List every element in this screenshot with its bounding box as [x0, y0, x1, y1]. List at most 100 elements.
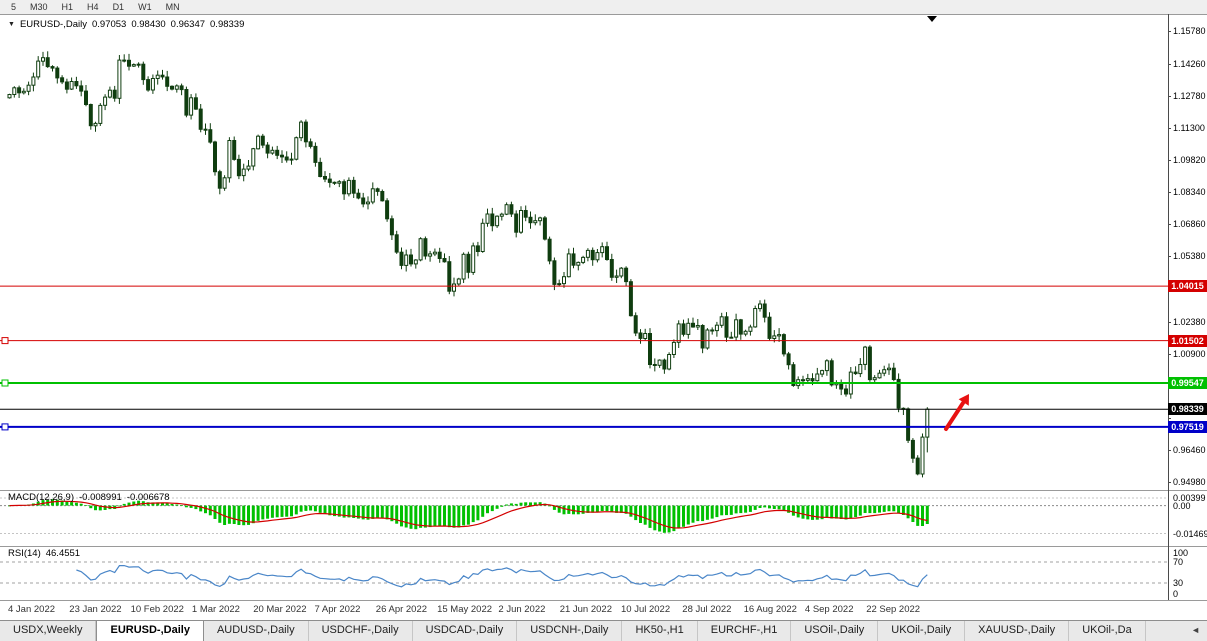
date-label: 10 Feb 2022	[130, 604, 184, 615]
date-label: 4 Sep 2022	[804, 604, 854, 615]
date-label: 28 Jul 2022	[682, 604, 732, 615]
price-axis-label: 1.06860	[1173, 219, 1206, 229]
price-badge-resistance-upper: 1.04015	[1168, 280, 1207, 292]
axis-tick	[1168, 96, 1171, 97]
tab-ukoil-da[interactable]: UKOil-,Da	[1069, 621, 1146, 641]
date-label: 21 Jun 2022	[559, 604, 612, 615]
price-axis-label: 1.09820	[1173, 155, 1206, 165]
timeframe-button-w1[interactable]: W1	[138, 2, 152, 12]
rsi-name: RSI(14)	[8, 548, 41, 559]
tab-audusd-daily[interactable]: AUDUSD-,Daily	[203, 621, 309, 641]
trend-arrow-annotation[interactable]	[944, 394, 969, 431]
macd-value-main: -0.008991	[79, 492, 122, 503]
axis-tick	[1168, 64, 1171, 65]
price-axis-label: 1.02380	[1173, 317, 1206, 327]
axis-tick	[1168, 128, 1171, 129]
panel-separator	[0, 600, 1207, 601]
ohlc-low: 0.96347	[170, 19, 206, 30]
ohlc-open: 0.97053	[91, 19, 127, 30]
tab-usdcad-daily[interactable]: USDCAD-,Daily	[412, 621, 518, 641]
rsi-axis-label: 70	[1173, 557, 1184, 567]
panel-separator[interactable]	[0, 546, 1207, 547]
axis-tick	[1168, 31, 1171, 32]
price-badge-support-blue: 0.97519	[1168, 421, 1207, 433]
price-axis-label: 1.08340	[1173, 187, 1206, 197]
date-label: 4 Jan 2022	[8, 604, 56, 615]
panel-separator[interactable]	[0, 490, 1207, 491]
date-label: 1 Mar 2022	[191, 604, 240, 615]
line-handle-support-blue[interactable]	[1, 423, 9, 431]
ohlc-high: 0.98430	[131, 19, 166, 30]
timeframe-button-d1[interactable]: D1	[112, 2, 125, 12]
tab-usdcnh-daily[interactable]: USDCNH-,Daily	[517, 621, 623, 641]
date-label: 26 Apr 2022	[375, 604, 428, 615]
tab-usdx-weekly[interactable]: USDX,Weekly	[0, 621, 97, 641]
ohlc-close: 0.98339	[210, 19, 245, 30]
axis-tick	[1168, 322, 1171, 323]
rsi-axis-label: 100	[1173, 548, 1189, 558]
tab-xauusd-daily[interactable]: XAUUSD-,Daily	[965, 621, 1070, 641]
timeframe-button-5[interactable]: 5	[11, 2, 17, 12]
symbol-label: EURUSD-,Daily	[19, 19, 87, 30]
axis-tick	[1168, 354, 1171, 355]
axis-tick	[1168, 450, 1171, 451]
price-axis-label: 1.14260	[1173, 59, 1206, 69]
axis-tick	[1168, 192, 1171, 193]
price-axis[interactable]: 1.15780 1.14260 1.12780 1.11300 1.09820 1.083…	[1168, 14, 1207, 600]
macd-signal-line	[9, 500, 928, 529]
axis-tick	[1168, 160, 1171, 161]
axis-tick	[1168, 482, 1171, 483]
date-label: 22 Sep 2022	[866, 604, 921, 615]
tab-ukoil-daily[interactable]: UKOil-,Daily	[878, 621, 966, 641]
timeframe-button-h1[interactable]: H1	[61, 2, 74, 12]
macd-axis-label: 0.00399	[1173, 493, 1206, 503]
price-axis-label: 1.11300	[1173, 123, 1205, 133]
timeframe-button-mn[interactable]: MN	[165, 2, 180, 12]
chart-symbol-ohlc: ▼ EURUSD-,Daily 0.97053 0.98430 0.96347 …	[8, 19, 244, 30]
macd-histogram	[8, 499, 929, 533]
timeframe-button-m30[interactable]: M30	[30, 2, 48, 12]
tab-eurusd-daily[interactable]: EURUSD-,Daily	[96, 621, 204, 641]
rsi-axis-label: 0	[1173, 589, 1179, 599]
price-axis-label: 1.12780	[1173, 91, 1206, 101]
tab-usoil-daily[interactable]: USOil-,Daily	[791, 621, 879, 641]
chart-tab-bar: USDX,Weekly EURUSD-,Daily AUDUSD-,Daily USD…	[0, 620, 1207, 641]
timeframe-button-h4[interactable]: H4	[87, 2, 99, 12]
symbol-dropdown-icon[interactable]: ▼	[8, 21, 15, 28]
price-axis-label: 1.15780	[1173, 26, 1206, 36]
date-label: 20 Mar 2022	[253, 604, 307, 615]
line-handle-support-green[interactable]	[1, 379, 9, 387]
candlesticks	[7, 51, 930, 478]
tab-scroll-left-icon[interactable]: ◄	[1191, 625, 1200, 635]
chart-canvas[interactable]	[0, 14, 1168, 600]
axis-tick	[1168, 256, 1171, 257]
date-label: 15 May 2022	[437, 604, 493, 615]
date-label: 7 Apr 2022	[314, 604, 361, 615]
date-label: 2 Jun 2022	[498, 604, 546, 615]
axis-tick	[1168, 418, 1171, 419]
rsi-value: 46.4551	[45, 548, 81, 559]
panel-separator	[0, 14, 1207, 15]
price-badge-resistance-lower: 1.01502	[1168, 335, 1207, 347]
date-label: 10 Jul 2022	[621, 604, 671, 615]
rsi-axis-label: 30	[1173, 578, 1184, 588]
tab-eurchf-h1[interactable]: EURCHF-,H1	[697, 621, 792, 641]
date-label: 23 Jan 2022	[69, 604, 122, 615]
line-handle-resistance-lower[interactable]	[1, 337, 9, 345]
chart-shift-marker-icon[interactable]	[927, 16, 937, 22]
axis-tick	[1168, 224, 1171, 225]
tab-usdchf-daily[interactable]: USDCHF-,Daily	[308, 621, 413, 641]
price-axis-label: 0.96460	[1173, 445, 1206, 455]
price-axis-label: 0.94980	[1173, 477, 1206, 487]
tab-hk50-h1[interactable]: HK50-,H1	[622, 621, 698, 641]
date-label: 16 Aug 2022	[743, 604, 797, 615]
bid-price-badge: 0.98339	[1168, 403, 1207, 415]
price-axis-label: 1.05380	[1173, 251, 1206, 261]
price-axis-label: 1.00900	[1173, 349, 1206, 359]
rsi-indicator-label: RSI(14) 46.4551	[8, 548, 80, 559]
price-badge-support-green: 0.99547	[1168, 377, 1207, 389]
macd-name: MACD(12,26,9)	[8, 492, 74, 503]
date-axis[interactable]: 4 Jan 2022 23 Jan 2022 10 Feb 2022 1 Mar 20…	[0, 600, 1207, 620]
macd-axis-label: -0.01469	[1173, 529, 1207, 539]
